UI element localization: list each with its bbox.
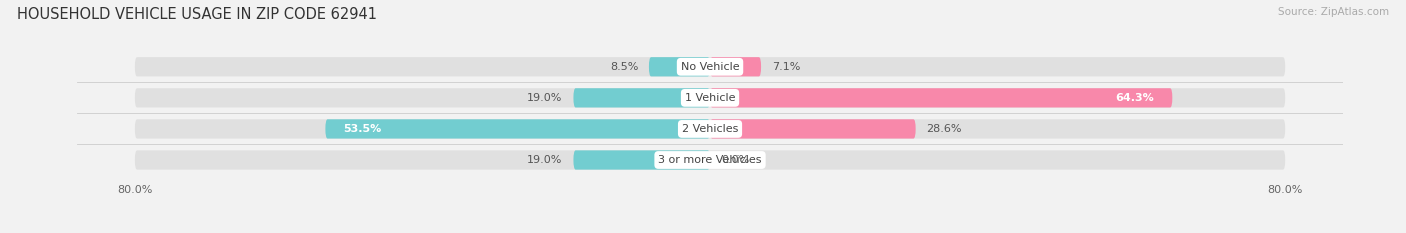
Text: 8.5%: 8.5% (610, 62, 638, 72)
FancyBboxPatch shape (710, 119, 915, 139)
FancyBboxPatch shape (574, 88, 710, 107)
FancyBboxPatch shape (135, 57, 1285, 76)
FancyBboxPatch shape (650, 57, 710, 76)
Text: 2 Vehicles: 2 Vehicles (682, 124, 738, 134)
Text: 19.0%: 19.0% (527, 155, 562, 165)
Text: 1 Vehicle: 1 Vehicle (685, 93, 735, 103)
Text: 19.0%: 19.0% (527, 93, 562, 103)
FancyBboxPatch shape (135, 119, 1285, 139)
FancyBboxPatch shape (710, 57, 761, 76)
Text: Source: ZipAtlas.com: Source: ZipAtlas.com (1278, 7, 1389, 17)
Legend: Owner-occupied, Renter-occupied: Owner-occupied, Renter-occupied (589, 232, 831, 233)
Text: No Vehicle: No Vehicle (681, 62, 740, 72)
Text: 53.5%: 53.5% (343, 124, 381, 134)
FancyBboxPatch shape (325, 119, 710, 139)
Text: 7.1%: 7.1% (772, 62, 800, 72)
FancyBboxPatch shape (710, 88, 1173, 107)
FancyBboxPatch shape (135, 150, 1285, 170)
FancyBboxPatch shape (135, 88, 1285, 107)
Text: 28.6%: 28.6% (927, 124, 962, 134)
Text: 64.3%: 64.3% (1115, 93, 1154, 103)
Text: 0.0%: 0.0% (721, 155, 749, 165)
Text: HOUSEHOLD VEHICLE USAGE IN ZIP CODE 62941: HOUSEHOLD VEHICLE USAGE IN ZIP CODE 6294… (17, 7, 377, 22)
Text: 3 or more Vehicles: 3 or more Vehicles (658, 155, 762, 165)
FancyBboxPatch shape (574, 150, 710, 170)
